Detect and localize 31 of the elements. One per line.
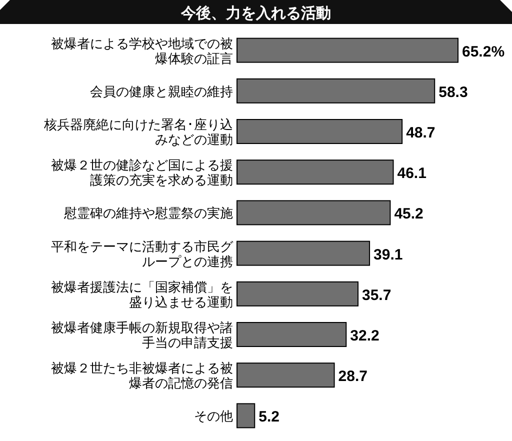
data-label: 28.7 [338,368,368,386]
data-label: 46.1 [397,165,426,182]
data-label: 65.2% [462,43,505,60]
bar [236,281,359,306]
y-tick-label: その他 [194,408,233,424]
y-tick-label: 慰霊碑の維持や慰霊祭の実施 [63,206,233,221]
y-tick-label: 被爆者による学校や地域での被爆体験の証言 [51,36,233,66]
bar [236,160,394,185]
data-label: 32.2 [350,328,380,344]
data-label: 45.2 [394,206,424,223]
data-label: 39.1 [374,246,403,264]
bar [236,78,436,104]
y-tick-label: 核兵器廃絶に向けた署名･座り込みなどの運動 [43,117,233,147]
y-tick-label: 会員の健康と親睦の維持 [90,84,233,99]
bar [236,403,256,428]
bar [236,38,458,63]
data-label: 58.3 [438,84,468,101]
data-label: 35.7 [362,286,392,304]
data-label: 5.2 [258,408,280,426]
bar [236,240,370,266]
data-label: 48.7 [406,124,436,142]
bar [236,362,335,388]
bar [236,322,347,347]
chart-title: 今後、力を入れる活動 [180,5,331,22]
y-tick-label: 被爆２世たち非被爆者による被爆者の記憶の発信 [51,360,233,391]
y-tick-label: 平和をテーマに活動する市民グループとの連携 [51,238,234,269]
bar [236,200,391,226]
y-tick-label: 被爆者援護法に「国家補償」を盛り込ませる運動 [51,279,233,310]
y-tick-label: 被爆２世の健診など国による援護策の充実を求める運動 [51,158,233,188]
bar [236,119,403,144]
y-tick-label: 被爆者健康手帳の新規取得や諸手当の申請支援 [51,320,233,350]
